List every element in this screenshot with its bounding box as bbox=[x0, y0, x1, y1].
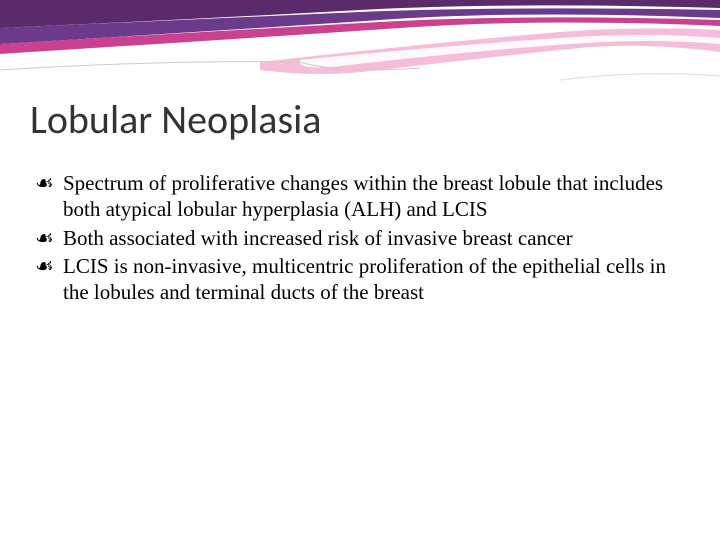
bullet-text: Spectrum of proliferative changes within… bbox=[63, 171, 663, 221]
bullet-icon: ☙ bbox=[35, 170, 63, 196]
bullet-text: Both associated with increased risk of i… bbox=[63, 226, 573, 250]
slide-content: ☙Spectrum of proliferative changes withi… bbox=[35, 170, 680, 307]
bullet-item: ☙Both associated with increased risk of … bbox=[35, 225, 680, 251]
slide-title: Lobular Neoplasia bbox=[30, 95, 321, 144]
bullet-icon: ☙ bbox=[35, 253, 63, 279]
bullet-item: ☙Spectrum of proliferative changes withi… bbox=[35, 170, 680, 223]
bullet-text: LCIS is non-invasive, multicentric proli… bbox=[63, 254, 666, 304]
decorative-swoosh bbox=[0, 0, 720, 110]
bullet-icon: ☙ bbox=[35, 225, 63, 251]
bullet-item: ☙LCIS is non-invasive, multicentric prol… bbox=[35, 253, 680, 306]
